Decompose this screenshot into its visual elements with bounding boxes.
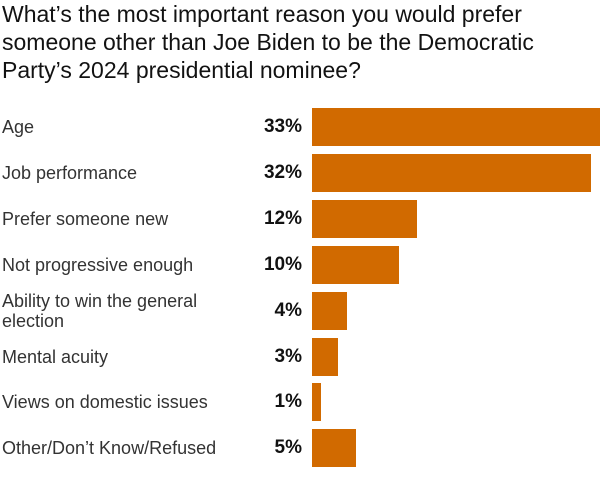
bar [312,108,600,146]
value-label: 32% [263,161,302,183]
bar [312,245,400,284]
bar [312,291,347,330]
value-label: 4% [274,299,302,321]
bar [312,199,417,238]
bar [312,429,356,468]
category-label: Views on domestic issues [2,392,208,413]
category-label: Prefer someone new [2,208,169,229]
category-label: Job performance [2,162,138,183]
bar [312,337,339,376]
category-label: Other/Don’t Know/Refused [2,438,217,459]
value-label: 3% [274,345,302,367]
bar [312,383,321,422]
value-label: 33% [263,116,302,137]
category-label: Not progressive enough [2,254,194,275]
category-label: Ability to win the general election [2,290,198,331]
bar [312,153,592,192]
category-label: Age [2,117,35,137]
chart-title: What’s the most important reason you wou… [2,1,534,83]
category-label: Mental acuity [2,346,109,367]
value-label: 10% [263,253,302,275]
value-label: 1% [274,391,302,413]
value-label: 5% [274,437,302,459]
value-label: 12% [263,207,302,229]
